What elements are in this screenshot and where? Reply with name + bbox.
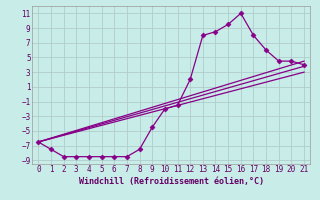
X-axis label: Windchill (Refroidissement éolien,°C): Windchill (Refroidissement éolien,°C) <box>79 177 264 186</box>
